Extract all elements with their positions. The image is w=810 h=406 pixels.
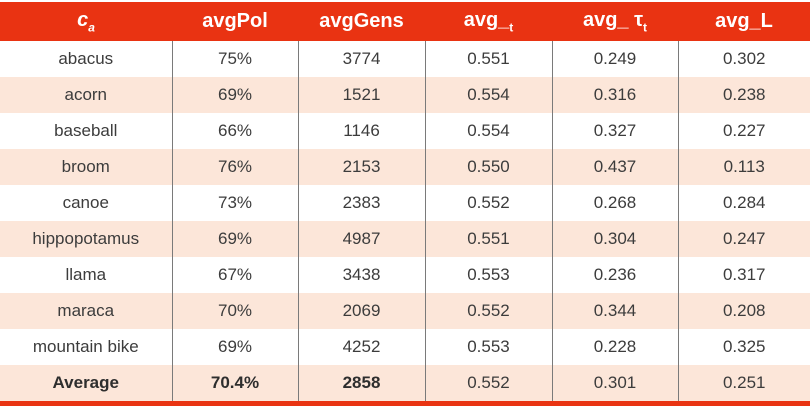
- average-row: Average 70.4% 2858 0.552 0.301 0.251: [0, 365, 810, 401]
- col-header-avgpol: avgPol: [172, 2, 298, 41]
- table-cell: 76%: [171, 149, 298, 185]
- table-row: hippopotamus 69% 4987 0.551 0.304 0.247: [0, 221, 810, 257]
- row-label: canoe: [0, 185, 172, 221]
- table-row: acorn 69% 1521 0.554 0.316 0.238: [0, 77, 810, 113]
- table-cell: 0.553: [424, 257, 552, 293]
- table-cell: 3438: [297, 257, 425, 293]
- table-row: llama 67% 3438 0.553 0.236 0.317: [0, 257, 810, 293]
- table-cell: 73%: [171, 185, 298, 221]
- row-label: acorn: [0, 77, 172, 113]
- table-header: ca avgPol avgGens avg_t avg_ τt avg_L: [0, 2, 810, 41]
- table-row: broom 76% 2153 0.550 0.437 0.113: [0, 149, 810, 185]
- table-cell: 0.437: [551, 149, 678, 185]
- col-header-avg-t: avg_t: [425, 2, 552, 41]
- table-cell: 0.551: [424, 221, 552, 257]
- table-cell: 70.4%: [171, 365, 298, 401]
- top-margin: [0, 0, 810, 2]
- row-label: hippopotamus: [0, 221, 172, 257]
- table-cell: 0.249: [551, 41, 678, 77]
- table-cell: 0.550: [424, 149, 552, 185]
- table-row: maraca 70% 2069 0.552 0.344 0.208: [0, 293, 810, 329]
- table-cell: 2383: [297, 185, 425, 221]
- header-row: ca avgPol avgGens avg_t avg_ τt avg_L: [0, 2, 810, 41]
- table-cell: 0.553: [424, 329, 552, 365]
- table-cell: 0.317: [677, 257, 810, 293]
- col-header-avg-l-label: avg_L: [715, 10, 773, 32]
- table-cell: 4252: [297, 329, 425, 365]
- col-header-ca-label: ca: [77, 8, 95, 35]
- col-header-avggens: avgGens: [298, 2, 425, 41]
- table-cell: 69%: [171, 329, 298, 365]
- table-cell: 0.301: [551, 365, 678, 401]
- row-label: broom: [0, 149, 172, 185]
- table-cell: 1146: [297, 113, 425, 149]
- table-cell: 0.251: [677, 365, 810, 401]
- table-cell: 0.284: [677, 185, 810, 221]
- table-cell: 0.552: [424, 293, 552, 329]
- table-cell: 0.554: [424, 113, 552, 149]
- row-label: baseball: [0, 113, 172, 149]
- row-label: maraca: [0, 293, 172, 329]
- table-cell: 0.551: [424, 41, 552, 77]
- table-cell: 0.552: [424, 185, 552, 221]
- row-label: abacus: [0, 41, 172, 77]
- table-cell: 2153: [297, 149, 425, 185]
- table-cell: 0.227: [677, 113, 810, 149]
- table-cell: 0.238: [677, 77, 810, 113]
- table-cell: 0.268: [551, 185, 678, 221]
- table-cell: 0.302: [677, 41, 810, 77]
- table-row: canoe 73% 2383 0.552 0.268 0.284: [0, 185, 810, 221]
- row-label: Average: [0, 365, 172, 401]
- table-row: baseball 66% 1146 0.554 0.327 0.227: [0, 113, 810, 149]
- table-cell: 0.316: [551, 77, 678, 113]
- table-cell: 0.344: [551, 293, 678, 329]
- table-cell: 3774: [297, 41, 425, 77]
- col-header-avg-t-label: avg_t: [463, 8, 514, 35]
- table-cell: 0.552: [424, 365, 552, 401]
- table-cell: 0.247: [677, 221, 810, 257]
- table-cell: 67%: [171, 257, 298, 293]
- table-cell: 0.236: [551, 257, 678, 293]
- table-cell: 0.113: [677, 149, 810, 185]
- table-cell: 4987: [297, 221, 425, 257]
- table-cell: 69%: [171, 77, 298, 113]
- row-label: llama: [0, 257, 172, 293]
- col-header-avg-tau-t: avg_ τt: [552, 2, 678, 41]
- table-cell: 66%: [171, 113, 298, 149]
- table-cell: 70%: [171, 293, 298, 329]
- col-header-ca: ca: [0, 2, 172, 41]
- col-header-avgpol-label: avgPol: [202, 10, 268, 32]
- table-body: abacus 75% 3774 0.551 0.249 0.302 acorn 69% 1521…: [0, 41, 810, 401]
- table-cell: 2069: [297, 293, 425, 329]
- table-cell: 0.327: [551, 113, 678, 149]
- table-cell: 1521: [297, 77, 425, 113]
- col-header-avggens-label: avgGens: [319, 10, 404, 32]
- table-cell: 0.325: [677, 329, 810, 365]
- bottom-red-bar: [0, 401, 810, 406]
- table-cell: 0.304: [551, 221, 678, 257]
- col-header-avg-tau-t-label: avg_ τt: [582, 8, 648, 35]
- table-cell: 69%: [171, 221, 298, 257]
- table-row: mountain bike 69% 4252 0.553 0.228 0.325: [0, 329, 810, 365]
- row-label: mountain bike: [0, 329, 172, 365]
- table-cell: 0.228: [551, 329, 678, 365]
- table-cell: 0.208: [677, 293, 810, 329]
- table-cell: 0.554: [424, 77, 552, 113]
- table-row: abacus 75% 3774 0.551 0.249 0.302: [0, 41, 810, 77]
- table-cell: 2858: [297, 365, 425, 401]
- table-cell: 75%: [171, 41, 298, 77]
- col-header-avg-l: avg_L: [678, 2, 810, 41]
